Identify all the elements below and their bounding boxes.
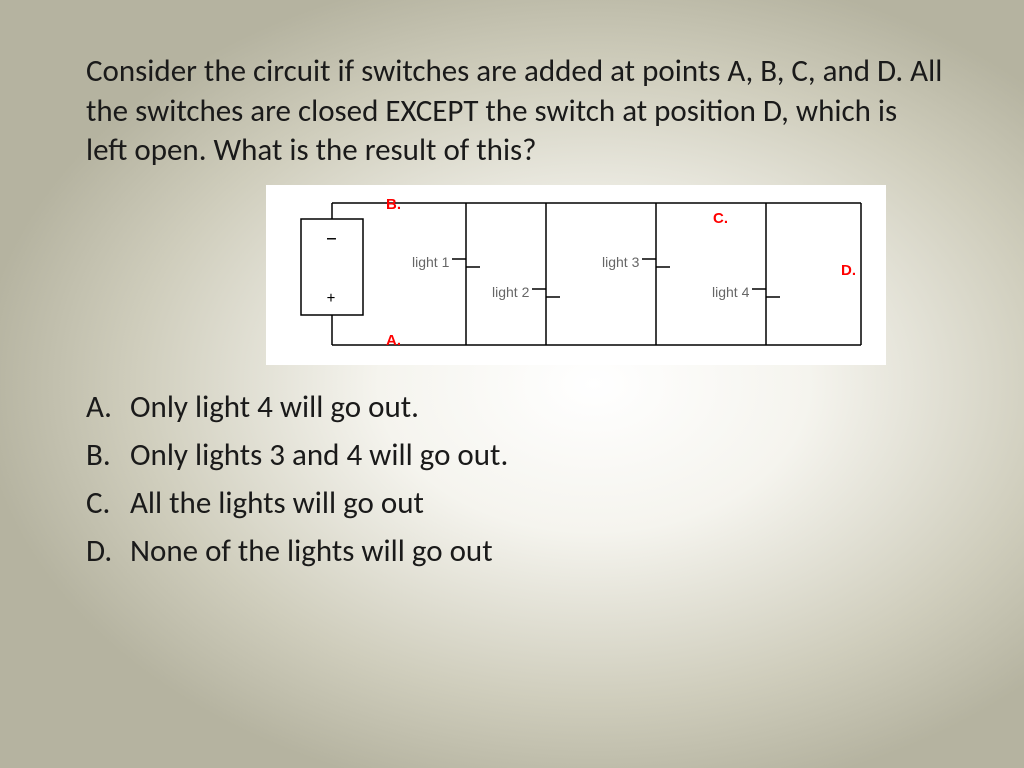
option-text: Only lights 3 and 4 will go out. bbox=[130, 436, 508, 474]
svg-text:+: + bbox=[327, 289, 335, 308]
option-d: D. None of the lights will go out bbox=[86, 527, 944, 575]
svg-text:light 3: light 3 bbox=[602, 254, 640, 270]
slide-content: Consider the circuit if switches are add… bbox=[0, 0, 1024, 615]
svg-text:D.: D. bbox=[841, 262, 856, 279]
answer-options: A. Only light 4 will go out. B. Only lig… bbox=[86, 383, 944, 575]
option-text: None of the lights will go out bbox=[130, 532, 493, 570]
option-c: C. All the lights will go out bbox=[86, 479, 944, 527]
option-text: Only light 4 will go out. bbox=[130, 388, 419, 426]
svg-text:light 2: light 2 bbox=[492, 284, 530, 300]
option-letter: A. bbox=[86, 383, 112, 431]
option-a: A. Only light 4 will go out. bbox=[86, 383, 944, 431]
circuit-diagram-container: _ + light 1 light 2 light 3 light 4 A. B. C. D. bbox=[266, 185, 944, 365]
circuit-diagram: _ + light 1 light 2 light 3 light 4 A. B. C. D. bbox=[266, 185, 886, 365]
option-text: All the lights will go out bbox=[130, 484, 424, 522]
svg-text:light 4: light 4 bbox=[712, 284, 750, 300]
question-text: Consider the circuit if switches are add… bbox=[86, 52, 944, 171]
option-letter: D. bbox=[86, 527, 112, 575]
option-letter: C. bbox=[86, 479, 110, 527]
svg-text:C.: C. bbox=[713, 210, 728, 227]
circuit-svg: _ + light 1 light 2 light 3 light 4 A. B. C. D. bbox=[266, 185, 886, 365]
svg-text:_: _ bbox=[327, 220, 336, 242]
option-b: B. Only lights 3 and 4 will go out. bbox=[86, 431, 944, 479]
svg-text:B.: B. bbox=[386, 196, 401, 213]
option-letter: B. bbox=[86, 431, 111, 479]
svg-text:A.: A. bbox=[386, 332, 401, 349]
svg-text:light 1: light 1 bbox=[412, 254, 450, 270]
